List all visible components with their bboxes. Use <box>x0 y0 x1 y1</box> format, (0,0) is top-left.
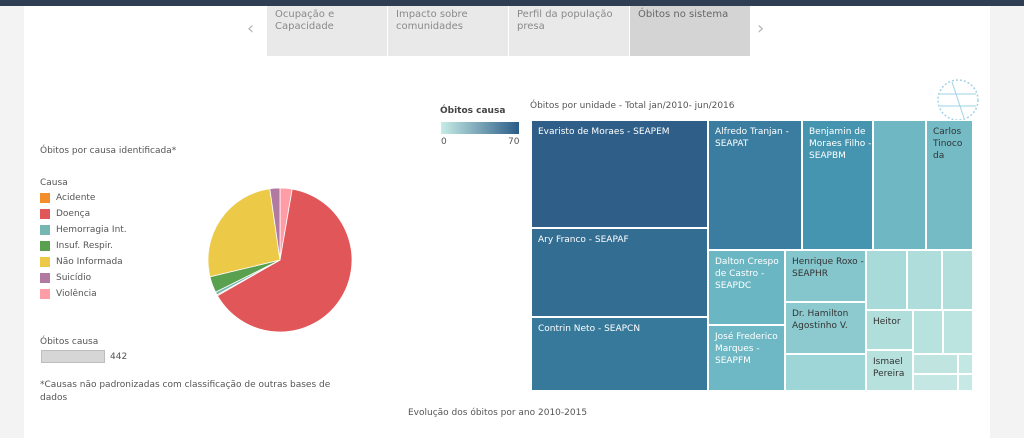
globe-icon <box>937 79 979 121</box>
tab-label: Perfil da população presa <box>517 9 613 32</box>
treemap-cell-label: Ary Franco - SEAPAF <box>538 235 629 245</box>
treemap-cell[interactable]: Evaristo de Moraes - SEAPEM <box>531 120 708 228</box>
treemap-cell[interactable]: Henrique Roxo - SEAPHR <box>785 250 866 302</box>
treemap-cell[interactable] <box>913 310 943 354</box>
treemap-cell[interactable]: Carlos Tinoco da <box>926 120 973 250</box>
tab-obitos[interactable]: Óbitos no sistema <box>630 6 750 56</box>
treemap-cell[interactable]: José Frederico Marques - SEAPFM <box>708 325 785 391</box>
story-tabs: Ocupação e Capacidade Impacto sobre comu… <box>267 6 751 56</box>
pie-title: Óbitos por causa identificada* <box>40 146 177 156</box>
legend-swatch <box>40 193 50 203</box>
legend-label: Insuf. Respir. <box>56 241 114 251</box>
treemap-cell[interactable] <box>866 250 907 310</box>
tab-label: Ocupação e Capacidade <box>275 9 335 32</box>
legend-label: Acidente <box>56 193 96 203</box>
legend-label: Doença <box>56 209 91 219</box>
treemap-cell-label: Dalton Crespo de Castro - SEAPDC <box>715 257 779 291</box>
treemap-cell-label: Benjamin de Moraes Filho - SEAPBM <box>809 127 872 161</box>
legend-swatch <box>40 241 50 251</box>
legend-swatch <box>40 257 50 267</box>
legend-swatch <box>40 289 50 299</box>
count-value: 442 <box>110 352 128 362</box>
legend-label: Violência <box>56 289 97 299</box>
pie-slice[interactable] <box>216 188 353 333</box>
treemap-cell[interactable] <box>785 354 866 391</box>
color-max: 70 <box>508 137 520 147</box>
treemap-cell[interactable] <box>958 374 973 391</box>
legend-item[interactable]: Insuf. Respir. <box>40 240 113 252</box>
treemap-cell-label: Carlos Tinoco da <box>933 127 963 161</box>
treemap-cell[interactable]: Dr. Hamilton Agostinho V. <box>785 302 866 354</box>
treemap-cell-label: Evaristo de Moraes - SEAPEM <box>538 127 670 137</box>
color-gradient-bar <box>441 122 519 134</box>
treemap-cell[interactable] <box>907 250 942 310</box>
legend-item[interactable]: Doença <box>40 208 90 220</box>
treemap-cell[interactable]: Heitor <box>866 310 913 350</box>
tab-perfil[interactable]: Perfil da população presa <box>509 6 629 56</box>
treemap-cell-label: Henrique Roxo - SEAPHR <box>792 257 864 279</box>
legend-swatch <box>40 273 50 283</box>
count-bar <box>41 350 105 363</box>
legend-label: Suicídio <box>56 273 92 283</box>
legend-item[interactable]: Hemorragia Int. <box>40 224 127 236</box>
chevron-right-icon[interactable]: › <box>757 18 765 39</box>
tab-label: Impacto sobre comunidades <box>396 9 468 32</box>
pie-legend-title: Causa <box>40 178 68 188</box>
treemap-cell-label: Contrin Neto - SEAPCN <box>538 324 641 334</box>
legend-item[interactable]: Não Informada <box>40 256 123 268</box>
treemap-cell[interactable] <box>913 374 958 391</box>
legend-swatch <box>40 225 50 235</box>
count-label: Óbitos causa <box>40 337 99 347</box>
bottom-chart-title: Evolução dos óbitos por ano 2010-2015 <box>408 408 588 418</box>
footnote-line1: *Causas não padronizadas com classificaç… <box>40 380 331 390</box>
treemap-cell-label: José Frederico Marques - SEAPFM <box>715 332 778 366</box>
treemap-cell[interactable]: Benjamin de Moraes Filho - SEAPBM <box>802 120 873 250</box>
treemap-cell[interactable] <box>942 250 973 310</box>
tab-ocupacao[interactable]: Ocupação e Capacidade <box>267 6 387 56</box>
legend-item[interactable]: Acidente <box>40 192 95 204</box>
pie-chart <box>207 187 353 333</box>
treemap-cell[interactable] <box>943 310 973 354</box>
treemap-cell[interactable]: Ismael Pereira <box>866 350 913 391</box>
footnote-line2: dados <box>40 393 68 403</box>
color-legend-title: Óbitos causa <box>440 106 506 116</box>
treemap-cell-label: Dr. Hamilton Agostinho V. <box>792 309 849 331</box>
top-bar <box>0 0 1024 6</box>
treemap-cell[interactable]: Ary Franco - SEAPAF <box>531 228 708 317</box>
tab-label: Óbitos no sistema <box>638 9 729 20</box>
treemap-cell[interactable] <box>958 354 973 374</box>
legend-item[interactable]: Violência <box>40 288 97 300</box>
color-min: 0 <box>441 137 447 147</box>
legend-label: Não Informada <box>56 257 123 267</box>
treemap-cell-label: Alfredo Tranjan - SEAPAT <box>715 127 789 149</box>
treemap-cell[interactable]: Alfredo Tranjan - SEAPAT <box>708 120 802 250</box>
pie-slice[interactable] <box>207 188 281 278</box>
legend-swatch <box>40 209 50 219</box>
legend-label: Hemorragia Int. <box>56 225 127 235</box>
treemap-cell[interactable]: Contrin Neto - SEAPCN <box>531 317 708 391</box>
treemap-cell[interactable] <box>873 120 926 250</box>
tab-impacto[interactable]: Impacto sobre comunidades <box>388 6 508 56</box>
treemap-cell-label: Heitor <box>873 317 901 327</box>
treemap-cell[interactable] <box>913 354 958 374</box>
legend-item[interactable]: Suicídio <box>40 272 91 284</box>
treemap-title: Óbitos por unidade - Total jan/2010- jun… <box>530 101 735 111</box>
treemap-cell-label: Ismael Pereira <box>873 357 905 379</box>
chevron-left-icon[interactable]: ‹ <box>247 18 255 39</box>
pie-slice[interactable] <box>269 187 281 261</box>
treemap-cell[interactable]: Dalton Crespo de Castro - SEAPDC <box>708 250 785 325</box>
